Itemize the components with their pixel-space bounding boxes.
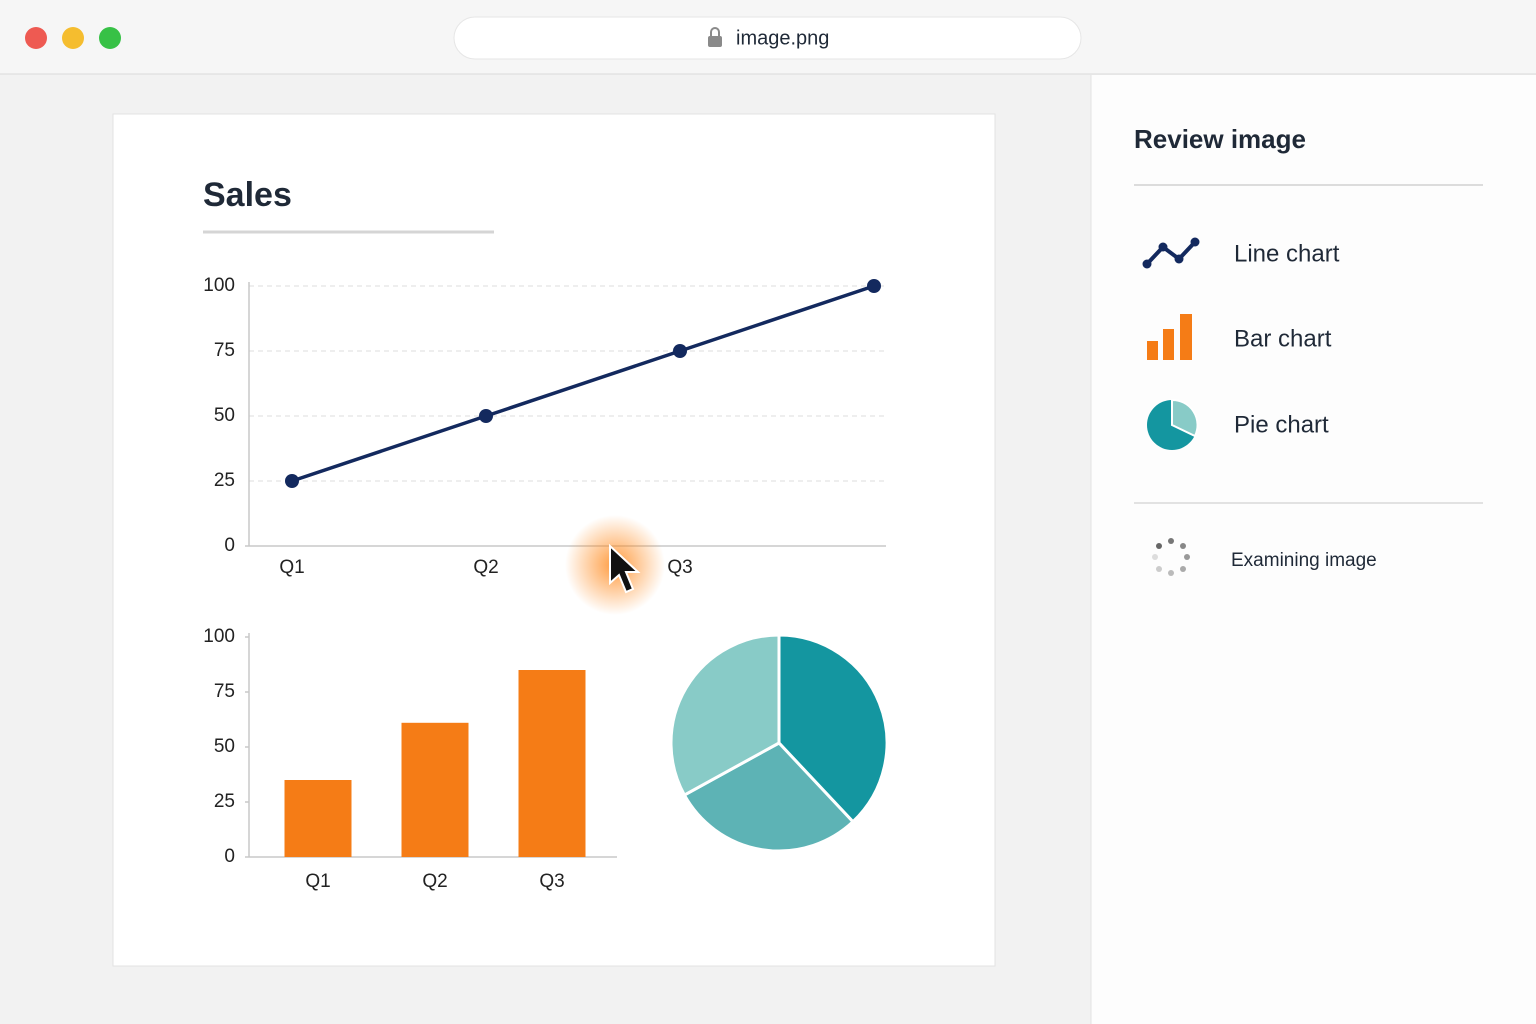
- pie-slice: [669, 633, 781, 798]
- status-text: Examining image: [1231, 550, 1377, 571]
- y-tick-label: 50: [214, 736, 235, 757]
- spinner: [1152, 538, 1190, 576]
- x-tick-label: Q3: [667, 557, 692, 578]
- address-bar[interactable]: [453, 16, 1082, 60]
- menu-item[interactable]: Pie chart: [1234, 411, 1329, 438]
- chart-title: Sales: [203, 176, 292, 214]
- data-point: [479, 409, 493, 423]
- bar-chart-icon: [1147, 314, 1192, 360]
- line-series: [291, 284, 875, 483]
- y-tick-label: 75: [214, 681, 235, 702]
- x-tick-label: Q2: [473, 557, 498, 578]
- bar: [518, 670, 586, 857]
- x-tick-label: Q1: [279, 557, 304, 578]
- y-tick-label: 0: [224, 535, 235, 556]
- y-tick-label: 25: [214, 791, 235, 812]
- minimize-button[interactable]: [62, 27, 84, 49]
- x-tick-label: Q1: [305, 871, 330, 892]
- data-point: [285, 474, 299, 488]
- data-point: [673, 344, 687, 358]
- menu-item[interactable]: Bar chart: [1234, 325, 1332, 352]
- bar: [284, 780, 352, 857]
- cursor: [609, 543, 641, 594]
- sidebar-title: Review image: [1134, 124, 1306, 154]
- address-text: image.png: [736, 27, 829, 49]
- y-tick-label: 100: [203, 626, 235, 647]
- pie-slice: [777, 633, 889, 824]
- close-button[interactable]: [25, 27, 47, 49]
- lock-icon: [708, 27, 722, 47]
- y-tick-label: 50: [214, 405, 235, 426]
- pie-chart-icon: [1147, 398, 1199, 450]
- data-point: [867, 279, 881, 293]
- charts: Sales 0 25 50 75 100 Q1 Q2 Q3 0 25 50 75 100 Q1 Q2 Q3: [203, 176, 889, 892]
- sidebar: [1091, 75, 1536, 1024]
- y-tick-label: 100: [203, 275, 235, 296]
- maximize-button[interactable]: [99, 27, 121, 49]
- y-tick-label: 75: [214, 340, 235, 361]
- y-tick-label: 25: [214, 470, 235, 491]
- bar: [401, 722, 469, 857]
- x-tick-label: Q3: [539, 871, 564, 892]
- x-tick-label: Q2: [422, 871, 447, 892]
- y-tick-label: 0: [224, 846, 235, 867]
- line-chart-icon: [1142, 237, 1200, 269]
- pie-slice: [682, 741, 856, 853]
- menu-item[interactable]: Line chart: [1234, 240, 1340, 267]
